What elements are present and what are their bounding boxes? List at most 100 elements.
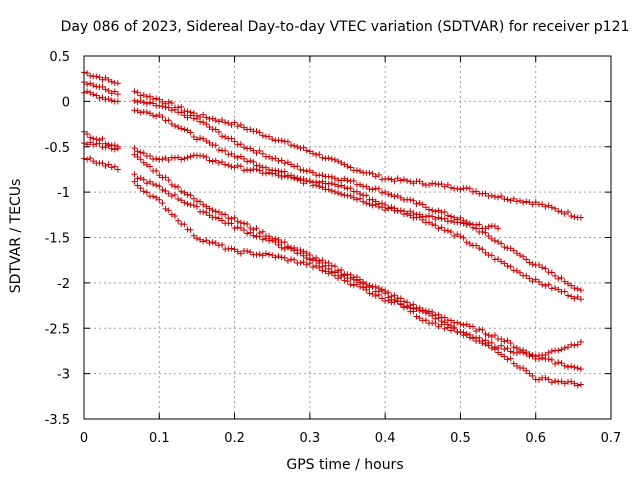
- data-point-marker: [451, 232, 458, 239]
- data-point-marker: [555, 286, 562, 293]
- data-point-marker: [165, 177, 172, 184]
- data-point-marker: [498, 336, 505, 343]
- data-point-marker: [535, 376, 542, 383]
- data-point-marker: [225, 162, 232, 169]
- data-point-marker: [548, 379, 555, 386]
- data-point-marker: [379, 189, 386, 196]
- data-point-marker: [564, 344, 571, 351]
- data-point-marker: [272, 239, 279, 246]
- data-point-marker: [520, 199, 527, 206]
- data-point-marker: [419, 180, 426, 187]
- data-point-marker: [419, 213, 426, 220]
- data-point-marker: [105, 95, 112, 102]
- data-point-marker: [297, 259, 304, 266]
- data-point-marker: [159, 114, 166, 121]
- data-point-marker: [228, 245, 235, 252]
- data-point-marker: [432, 315, 439, 322]
- data-point-marker: [193, 115, 200, 122]
- data-point-marker: [215, 118, 222, 125]
- data-point-marker: [347, 193, 354, 200]
- data-point-marker: [203, 209, 210, 216]
- data-point-marker: [181, 155, 188, 162]
- data-point-marker: [222, 134, 229, 141]
- data-point-marker: [228, 163, 235, 170]
- data-point-marker: [532, 353, 539, 360]
- data-point-marker: [303, 147, 310, 154]
- data-point-marker: [291, 142, 298, 149]
- data-point-marker: [87, 139, 94, 146]
- data-point-marker: [357, 168, 364, 175]
- data-point-marker: [388, 191, 395, 198]
- data-point-marker: [555, 275, 562, 282]
- data-point-marker: [215, 209, 222, 216]
- data-point-marker: [143, 161, 150, 168]
- data-point-marker: [441, 227, 448, 234]
- data-point-marker: [184, 127, 191, 134]
- data-point-marker: [134, 175, 141, 182]
- data-point-marker: [203, 154, 210, 161]
- data-point-marker: [488, 333, 495, 340]
- data-point-marker: [344, 278, 351, 285]
- axis-ticks: [83, 55, 612, 420]
- data-point-marker: [552, 285, 559, 292]
- data-point-marker: [288, 142, 295, 149]
- data-point-marker: [488, 339, 495, 346]
- data-point-marker: [114, 166, 121, 173]
- data-point-marker: [178, 156, 185, 163]
- data-point-marker: [156, 172, 163, 179]
- data-point-marker: [175, 217, 182, 224]
- data-point-marker: [313, 151, 320, 158]
- data-point-marker: [156, 183, 163, 190]
- data-point-marker: [535, 278, 542, 285]
- data-point-marker: [532, 199, 539, 206]
- data-point-marker: [269, 136, 276, 143]
- data-point-marker: [96, 95, 103, 102]
- data-point-marker: [347, 281, 354, 288]
- data-point-marker: [168, 99, 175, 106]
- data-point-marker: [250, 232, 257, 239]
- data-point-marker: [291, 256, 298, 263]
- data-point-marker: [568, 293, 575, 300]
- series-track-6: [81, 155, 584, 373]
- data-point-marker: [413, 200, 420, 207]
- data-point-marker: [350, 282, 357, 289]
- data-point-marker: [539, 201, 546, 208]
- data-point-marker: [322, 268, 329, 275]
- data-point-marker: [212, 157, 219, 164]
- data-point-marker: [523, 256, 530, 263]
- data-point-marker: [407, 178, 414, 185]
- data-point-marker: [564, 363, 571, 370]
- data-point-marker: [529, 372, 536, 379]
- data-point-marker: [102, 86, 109, 93]
- data-point-marker: [375, 185, 382, 192]
- data-point-marker: [278, 173, 285, 180]
- data-point-marker: [240, 124, 247, 131]
- data-point-marker: [372, 292, 379, 299]
- data-point-marker: [222, 119, 229, 126]
- data-point-marker: [184, 154, 191, 161]
- data-point-marker: [526, 370, 533, 377]
- data-point-marker: [237, 219, 244, 226]
- data-point-marker: [469, 323, 476, 330]
- data-point-marker: [416, 199, 423, 206]
- data-point-marker: [200, 201, 207, 208]
- data-point-marker: [394, 298, 401, 305]
- data-point-marker: [253, 149, 260, 156]
- data-point-marker: [187, 112, 194, 119]
- data-point-marker: [244, 158, 251, 165]
- data-point-marker: [513, 198, 520, 205]
- data-point-marker: [99, 83, 106, 90]
- data-point-marker: [441, 208, 448, 215]
- data-point-marker: [266, 153, 273, 160]
- data-point-marker: [234, 123, 241, 130]
- data-point-marker: [93, 73, 100, 80]
- x-tick-label: 0.1: [149, 431, 170, 446]
- data-point-marker: [256, 167, 263, 174]
- data-point-marker: [159, 200, 166, 207]
- data-point-marker: [448, 317, 455, 324]
- series-track-3: [81, 88, 584, 303]
- data-point-marker: [498, 240, 505, 247]
- data-point-marker: [309, 264, 316, 271]
- data-point-marker: [529, 201, 536, 208]
- data-point-marker: [335, 158, 342, 165]
